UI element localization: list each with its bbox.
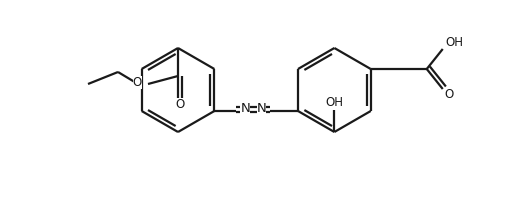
Text: O: O [132, 75, 142, 89]
Text: O: O [444, 89, 453, 102]
Text: N: N [240, 103, 249, 115]
Text: O: O [175, 98, 184, 111]
Text: N: N [256, 103, 266, 115]
Text: OH: OH [445, 35, 463, 49]
Text: OH: OH [325, 95, 343, 109]
